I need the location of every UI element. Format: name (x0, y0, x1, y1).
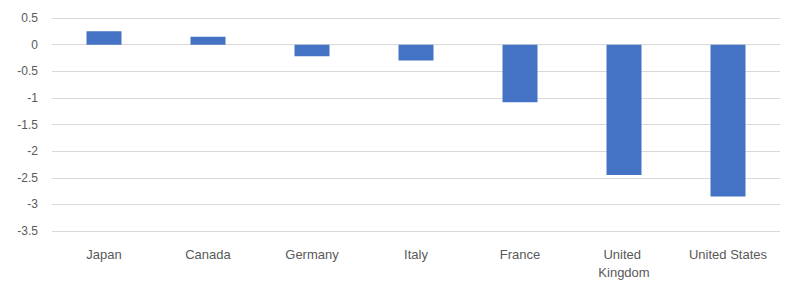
svg-text:-0.5: -0.5 (17, 64, 38, 78)
svg-text:0.5: 0.5 (21, 11, 38, 25)
svg-text:-2.5: -2.5 (17, 171, 38, 185)
svg-text:-3: -3 (27, 197, 38, 211)
svg-text:United: United (603, 247, 644, 262)
svg-text:Canada: Canada (185, 247, 231, 262)
svg-text:Japan: Japan (86, 247, 121, 262)
svg-text:-3.5: -3.5 (17, 224, 38, 238)
svg-text:-2: -2 (27, 144, 38, 158)
svg-text:-1.5: -1.5 (17, 118, 38, 132)
svg-text:United States: United States (689, 247, 768, 262)
svg-text:France: France (500, 247, 540, 262)
svg-text:Germany: Germany (285, 247, 339, 262)
svg-text:0: 0 (31, 38, 38, 52)
svg-text:Kingdom: Kingdom (598, 265, 649, 280)
svg-text:Italy: Italy (404, 247, 428, 262)
svg-text:-1: -1 (27, 91, 38, 105)
